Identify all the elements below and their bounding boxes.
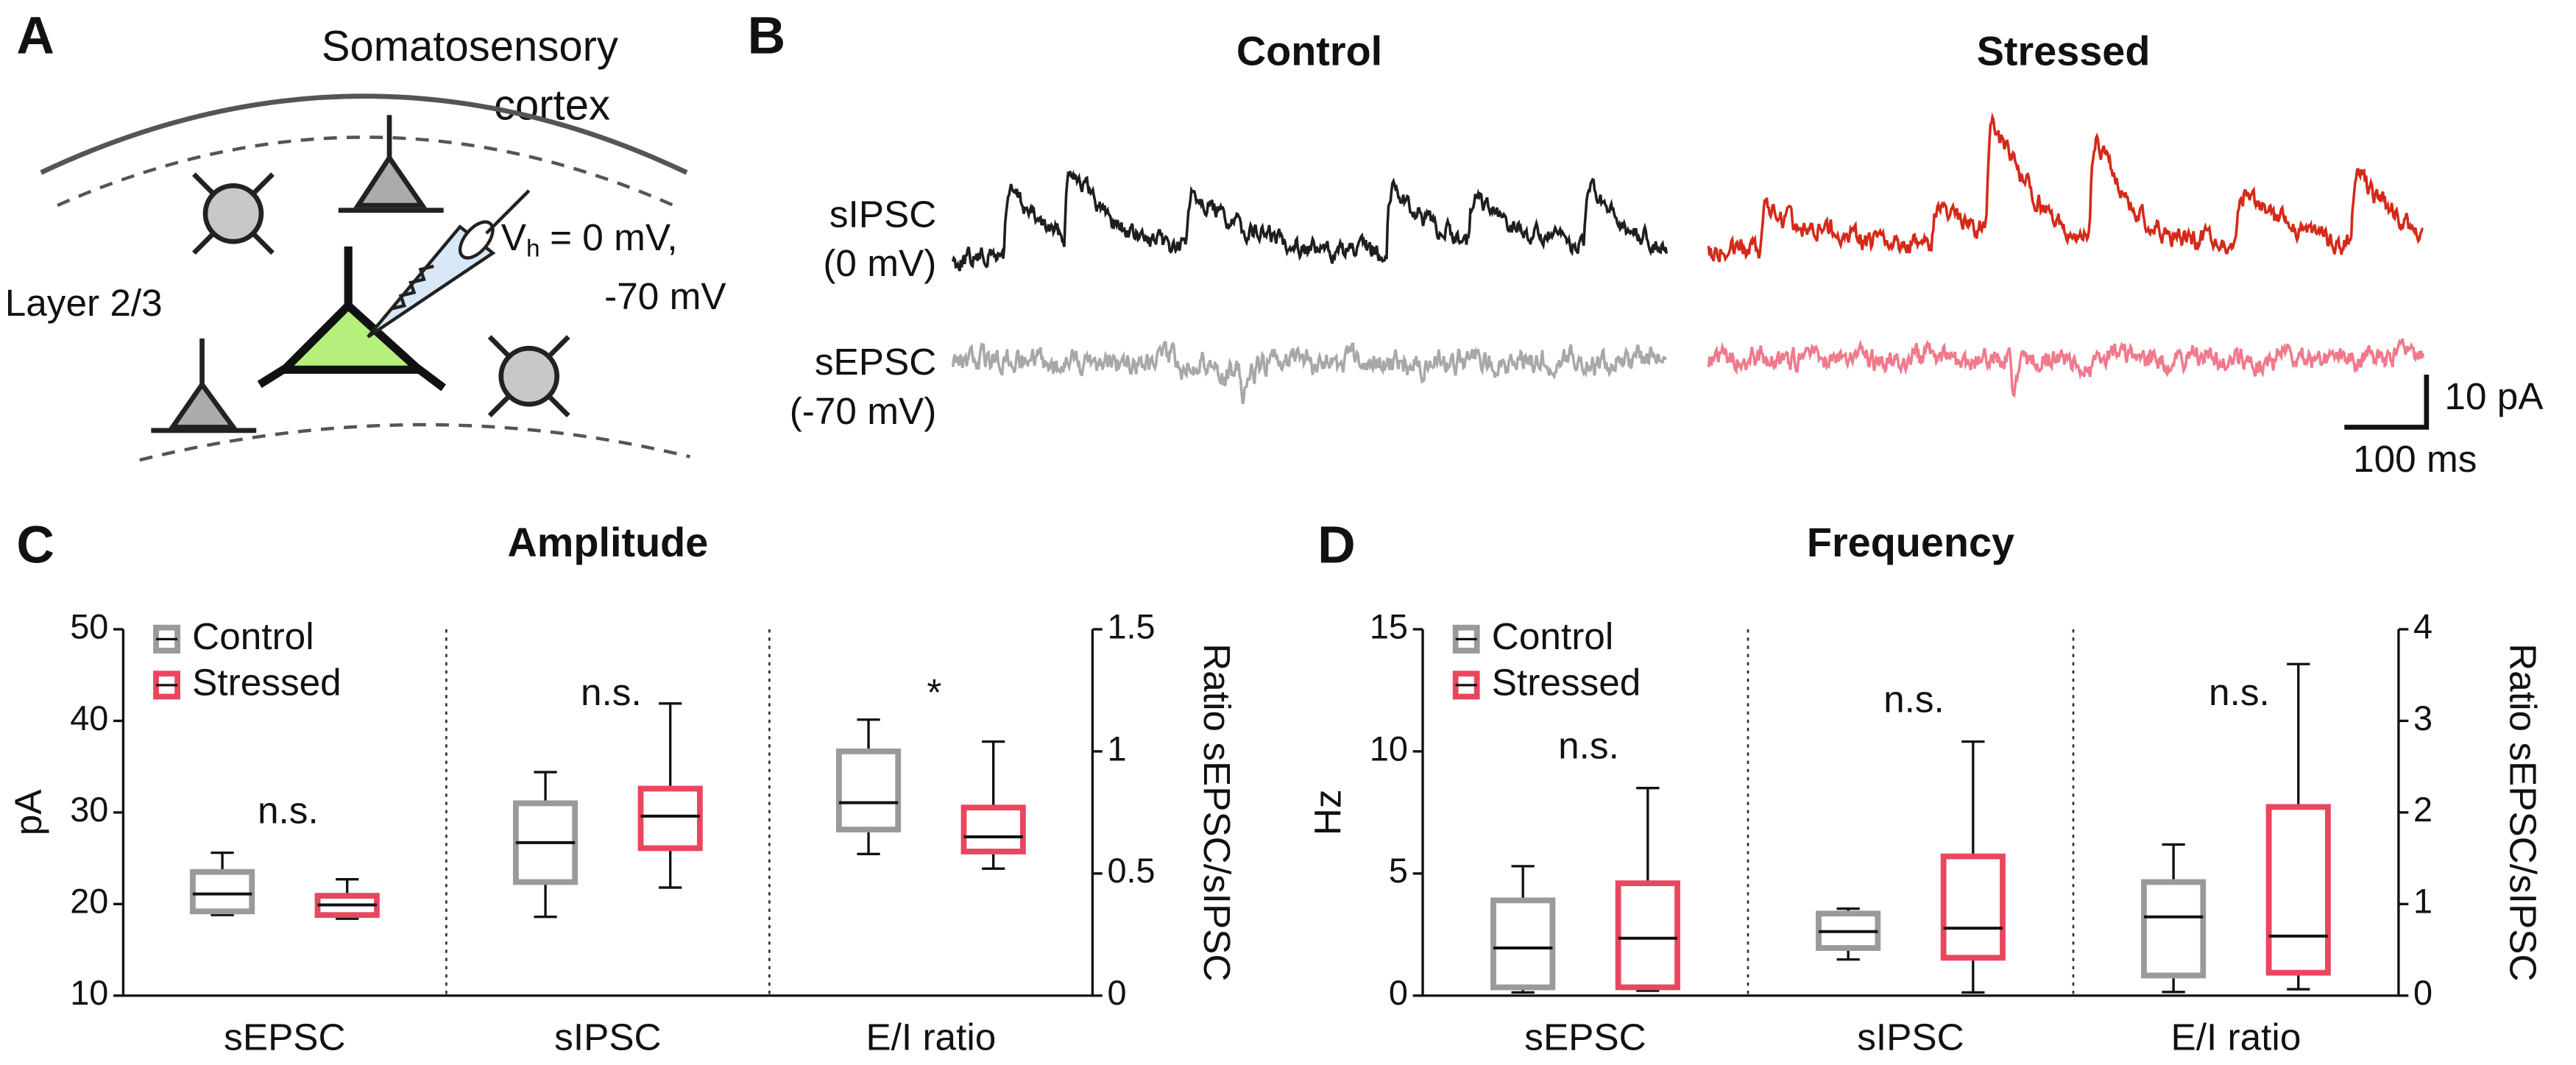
y-tick-label: 50 (70, 607, 108, 645)
box (2265, 804, 2331, 976)
trace (1707, 338, 2425, 399)
box (2141, 879, 2207, 979)
y2-tick-label: 2 (2413, 790, 2432, 829)
y2-tick-label: 1 (1107, 729, 1126, 768)
legend-label: Control (192, 615, 314, 657)
y2-tick-label: 4 (2413, 607, 2432, 645)
interneuron (487, 335, 570, 418)
legend-label: Control (1492, 615, 1613, 657)
panel-letter: A (16, 6, 54, 65)
box (189, 868, 255, 915)
x-tick-label: sIPSC (554, 1016, 661, 1058)
y2-axis-label: Ratio sEPSC/sIPSC (1196, 643, 1238, 981)
trace-label: sIPSC (829, 193, 936, 235)
trace-label: sEPSC (815, 341, 936, 383)
whisker (534, 771, 557, 804)
whisker (2162, 843, 2185, 882)
y-tick-label: 20 (70, 882, 108, 921)
condition-title: Control (1236, 27, 1382, 74)
panel-letter: B (748, 6, 786, 65)
y2-tick-label: 1 (2413, 882, 2432, 921)
box (637, 785, 703, 852)
y-tick-label: 30 (70, 790, 108, 829)
box (1490, 897, 1556, 991)
holding-symbol: V (501, 216, 527, 258)
whisker (857, 718, 880, 751)
panel-b: B Control Stressed sIPSC (0 mV) sEPSC (-… (748, 6, 2544, 479)
y-axis-label: pA (7, 789, 49, 836)
panel-a: A Somatosensory cortex (5, 6, 726, 462)
x-tick-label: sEPSC (224, 1016, 345, 1058)
whisker (659, 848, 682, 889)
trace-holding: (0 mV) (823, 242, 936, 284)
x-tick-label: sEPSC (1524, 1016, 1646, 1058)
significance-label: n.s. (1558, 725, 1619, 767)
whisker (534, 882, 557, 919)
trace (951, 340, 1667, 405)
significance-label: * (927, 671, 941, 713)
significance-label: n.s. (1883, 679, 1945, 721)
whisker (857, 829, 880, 855)
pyramidal-neuron (338, 115, 444, 213)
region-label: Somatosensory (322, 22, 618, 70)
layer-label: Layer 2/3 (5, 282, 163, 324)
whisker (1961, 958, 1985, 994)
y2-tick-label: 0 (1107, 974, 1126, 1012)
whisker (210, 851, 234, 872)
whisker (2287, 662, 2310, 807)
x-tick-label: sIPSC (1857, 1016, 1964, 1058)
scale-bar (2344, 374, 2430, 430)
y2-tick-label: 3 (2413, 699, 2432, 737)
layer-boundary (57, 135, 675, 208)
box (1940, 853, 2006, 961)
recorded-neuron (257, 246, 447, 392)
chart-title: Amplitude (508, 519, 709, 565)
trace (951, 169, 1669, 272)
significance-label: n.s. (2209, 671, 2270, 713)
significance-label: n.s. (581, 671, 642, 713)
chart-title: Frequency (1807, 519, 2014, 565)
holding-label: -70 mV (604, 275, 726, 317)
trace-holding: (-70 mV) (790, 390, 937, 432)
y2-tick-label: 0.5 (1107, 852, 1155, 890)
significance-label: n.s. (258, 790, 319, 832)
condition-title: Stressed (1977, 27, 2151, 74)
whisker (1636, 786, 1660, 884)
layer-boundary (139, 422, 691, 462)
y-tick-label: 15 (1370, 607, 1408, 645)
panel-letter: D (1317, 515, 1356, 574)
y-tick-label: 5 (1389, 852, 1408, 890)
legend-label: Stressed (192, 661, 342, 703)
y-tick-label: 0 (1389, 974, 1408, 1012)
y-axis-label: Hz (1307, 789, 1349, 835)
scale-bar-label: 10 pA (2444, 375, 2544, 417)
y2-axis-label: Ratio sEPSC/sIPSC (2502, 643, 2544, 981)
panel-letter: C (16, 515, 54, 574)
pipette (367, 189, 531, 339)
whisker (1961, 740, 1985, 857)
scale-bar-label: 100 ms (2353, 438, 2477, 480)
x-tick-label: E/I ratio (2171, 1016, 2301, 1058)
holding-subscript: h (526, 235, 540, 262)
y2-tick-label: 0 (2413, 974, 2432, 1012)
box (960, 804, 1026, 855)
holding-text: = 0 mV, (550, 216, 678, 258)
interneuron (192, 172, 275, 255)
pyramidal-neuron (151, 338, 257, 434)
box (1615, 880, 1680, 991)
y-tick-label: 10 (70, 974, 108, 1012)
box (835, 748, 902, 832)
x-tick-label: E/I ratio (866, 1016, 996, 1058)
y2-tick-label: 1.5 (1107, 607, 1155, 645)
cortex-surface (40, 93, 688, 175)
y-tick-label: 40 (70, 699, 108, 737)
whisker (659, 702, 682, 789)
legend-label: Stressed (1492, 661, 1641, 703)
holding-label: Vh = 0 mV, (501, 216, 678, 263)
y-tick-label: 10 (1370, 729, 1408, 768)
whisker (1511, 865, 1535, 901)
trace (1707, 112, 2424, 263)
whisker (982, 740, 1005, 808)
